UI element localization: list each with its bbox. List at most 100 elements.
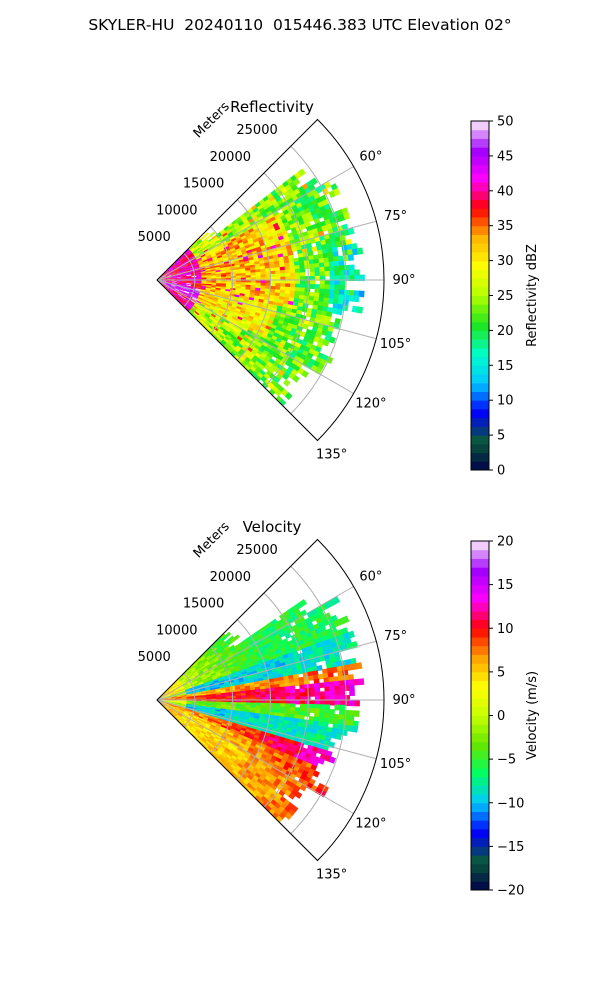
radar-cell bbox=[198, 654, 205, 660]
radar-cell bbox=[317, 253, 325, 260]
radar-cell bbox=[194, 712, 200, 716]
radar-cell bbox=[230, 726, 237, 731]
radar-cell bbox=[231, 746, 238, 752]
radar-cell bbox=[166, 697, 173, 700]
radar-cell bbox=[309, 704, 316, 710]
radar-cell bbox=[197, 715, 204, 720]
radar-cell bbox=[222, 299, 229, 304]
radar-cell bbox=[214, 684, 221, 688]
radar-cell bbox=[241, 250, 248, 256]
radar-cell bbox=[208, 650, 214, 656]
radar-cell bbox=[189, 686, 196, 690]
radar-cell bbox=[236, 672, 243, 677]
radar-cell bbox=[290, 692, 296, 698]
radar-cell bbox=[215, 331, 222, 337]
radar-cell bbox=[219, 306, 226, 311]
radar-cell bbox=[188, 714, 194, 718]
radar-cell bbox=[200, 673, 207, 678]
radar-cell bbox=[208, 296, 214, 301]
radar-cell bbox=[272, 210, 280, 218]
radar-cell bbox=[196, 697, 203, 700]
radar-cell bbox=[231, 722, 239, 727]
radar-cell bbox=[246, 749, 253, 756]
radar-cell bbox=[193, 304, 199, 309]
radar-cell bbox=[210, 687, 216, 691]
radar-cell bbox=[285, 703, 291, 708]
radar-cell bbox=[245, 308, 252, 314]
radar-cell bbox=[179, 288, 186, 291]
radar-cell bbox=[186, 282, 193, 284]
radar-cell bbox=[339, 270, 346, 277]
radar-cell bbox=[181, 696, 188, 698]
radar-cell bbox=[219, 633, 226, 640]
radar-cell bbox=[247, 735, 255, 741]
radar-cell bbox=[294, 283, 301, 289]
colorbar-segment bbox=[471, 645, 489, 655]
radar-cell bbox=[169, 688, 175, 693]
radar-cell bbox=[307, 299, 315, 306]
radar-cell bbox=[231, 219, 238, 226]
radar-cell bbox=[187, 260, 193, 265]
radar-cell bbox=[198, 250, 204, 255]
radar-cell bbox=[240, 702, 247, 706]
radar-cell bbox=[215, 231, 222, 237]
radar-cell bbox=[294, 264, 301, 270]
radar-cell bbox=[319, 700, 326, 706]
radar-cell bbox=[176, 698, 183, 700]
radar-cell bbox=[259, 326, 266, 332]
radar-cell bbox=[336, 308, 343, 316]
radar-cell bbox=[181, 281, 188, 284]
radar-cell bbox=[231, 659, 238, 665]
radar-cell bbox=[299, 707, 306, 713]
radar-cell bbox=[176, 701, 183, 703]
radar-cell bbox=[185, 286, 192, 289]
radar-cell bbox=[176, 703, 182, 705]
radar-cell bbox=[205, 740, 212, 746]
radar-cell bbox=[164, 706, 169, 711]
radar-cell bbox=[166, 274, 172, 277]
colorbar-segment bbox=[471, 347, 489, 358]
radar-cell bbox=[195, 708, 202, 711]
radar-cell bbox=[227, 313, 234, 319]
radar-cell bbox=[214, 316, 221, 321]
radar-cell bbox=[177, 293, 183, 298]
radar-cell bbox=[202, 316, 209, 322]
radar-cell bbox=[304, 691, 311, 697]
radar-cell bbox=[358, 678, 365, 686]
radar-cell bbox=[215, 643, 222, 650]
radar-cell bbox=[269, 687, 276, 692]
radar-cell bbox=[338, 714, 345, 721]
radar-cell bbox=[180, 258, 186, 263]
radar-cell bbox=[176, 680, 182, 686]
radar-cell bbox=[189, 289, 196, 293]
radar-cell bbox=[207, 677, 213, 681]
radar-cell bbox=[198, 713, 205, 717]
radar-cell bbox=[197, 258, 203, 263]
radar-cell bbox=[323, 677, 330, 684]
radar-cell bbox=[169, 688, 175, 693]
radar-cell bbox=[187, 714, 194, 719]
radar-cell bbox=[232, 314, 239, 319]
radar-cell bbox=[175, 271, 182, 274]
radar-cell bbox=[198, 263, 205, 267]
radar-cell bbox=[166, 280, 173, 282]
radar-cell bbox=[178, 266, 185, 270]
radar-cell bbox=[255, 691, 262, 696]
radar-cell bbox=[185, 249, 191, 254]
radar-cell bbox=[241, 225, 248, 232]
radar-cell bbox=[235, 282, 242, 285]
radar-cell bbox=[196, 719, 203, 723]
radar-cell bbox=[246, 235, 253, 241]
radar-cell bbox=[220, 710, 226, 714]
radar-cell bbox=[232, 253, 239, 258]
radar-cell bbox=[353, 678, 360, 686]
radar-cell bbox=[201, 666, 208, 671]
radar-cell bbox=[184, 709, 191, 713]
radar-cell bbox=[210, 242, 217, 247]
radar-cell bbox=[331, 307, 338, 315]
radar-cell bbox=[178, 299, 184, 304]
radar-cell bbox=[181, 282, 188, 285]
radar-cell bbox=[165, 704, 172, 707]
radar-cell bbox=[302, 323, 309, 330]
radar-cell bbox=[171, 273, 177, 276]
